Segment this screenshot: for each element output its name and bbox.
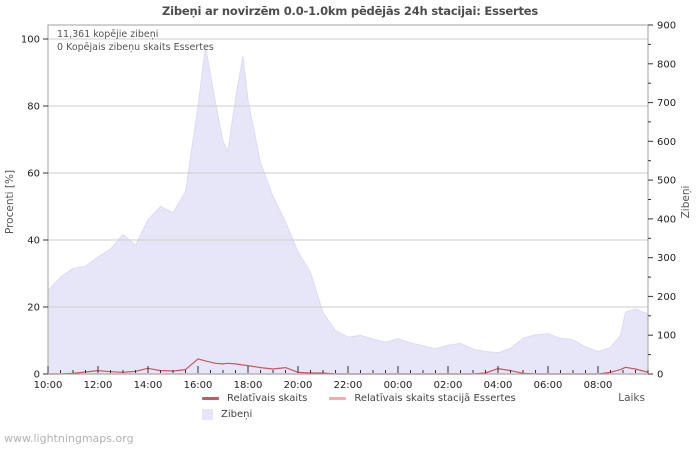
y-right-tick-label: 900 xyxy=(657,21,676,32)
legend-label: Relatīvais skaits xyxy=(227,393,308,404)
y-left-tick-label: 60 xyxy=(27,169,40,180)
zibeni-area xyxy=(47,46,649,375)
legend-label: Relatīvais skaits stacijā Essertes xyxy=(354,393,516,404)
x-tick-label: 04:00 xyxy=(484,380,513,391)
station-total-annotation: 0 Kopējais zibeņu skaits Essertes xyxy=(57,42,214,53)
chart-title: Zibeņi ar novirzēm 0.0-1.0km pēdējās 24h… xyxy=(162,4,538,18)
x-tick-label: 22:00 xyxy=(334,380,363,391)
legend-label: Zibeņi xyxy=(221,409,253,420)
x-tick-label: 14:00 xyxy=(134,380,163,391)
x-tick-label: 02:00 xyxy=(434,380,463,391)
y-right-tick-label: 500 xyxy=(657,176,676,187)
x-tick-label: 00:00 xyxy=(384,380,413,391)
legend-row-2: Zibeņi xyxy=(202,409,516,420)
y-right-tick-label: 400 xyxy=(657,214,676,225)
y-right-tick-label: 0 xyxy=(657,370,663,381)
y-right-tick-label: 100 xyxy=(657,331,676,342)
watermark-link[interactable]: www.lightningmaps.org xyxy=(4,432,134,445)
legend-item-station: Relatīvais skaits stacijā Essertes xyxy=(329,393,516,404)
y-left-tick-label: 80 xyxy=(27,102,40,113)
x-tick-label: 16:00 xyxy=(184,380,213,391)
station-line-swatch xyxy=(329,397,347,400)
x-tick-label: 20:00 xyxy=(284,380,313,391)
y-left-tick-label: 20 xyxy=(27,303,40,314)
x-axis-title: Laiks xyxy=(618,392,645,404)
y-right-tick-label: 200 xyxy=(657,292,676,303)
total-strikes-annotation: 11,361 kopējie zibeņi xyxy=(57,29,159,40)
y-left-tick-label: 0 xyxy=(34,370,40,381)
legend-item-zibeni: Zibeņi xyxy=(202,409,252,420)
y-right-tick-label: 600 xyxy=(657,137,676,148)
y-axis-right-title: Zibeņi xyxy=(680,185,692,219)
y-left-tick-label: 40 xyxy=(27,236,40,247)
y-axis-left-title: Procenti [%] xyxy=(4,169,16,235)
legend-item-relative: Relatīvais skaits xyxy=(202,393,307,404)
relative-line-swatch xyxy=(202,397,219,400)
y-left-tick-label: 100 xyxy=(21,35,40,46)
chart-legend: Relatīvais skaits Relatīvais skaits stac… xyxy=(202,393,516,425)
x-tick-label: 18:00 xyxy=(234,380,263,391)
x-tick-label: 12:00 xyxy=(84,380,113,391)
legend-row-1: Relatīvais skaits Relatīvais skaits stac… xyxy=(202,393,516,404)
x-tick-label: 08:00 xyxy=(584,380,613,391)
y-right-tick-label: 800 xyxy=(657,59,676,70)
x-tick-label: 06:00 xyxy=(534,380,563,391)
zibeni-area-swatch xyxy=(202,409,213,420)
y-right-tick-label: 700 xyxy=(657,98,676,109)
y-right-tick-label: 300 xyxy=(657,253,676,264)
x-tick-label: 10:00 xyxy=(34,380,63,391)
